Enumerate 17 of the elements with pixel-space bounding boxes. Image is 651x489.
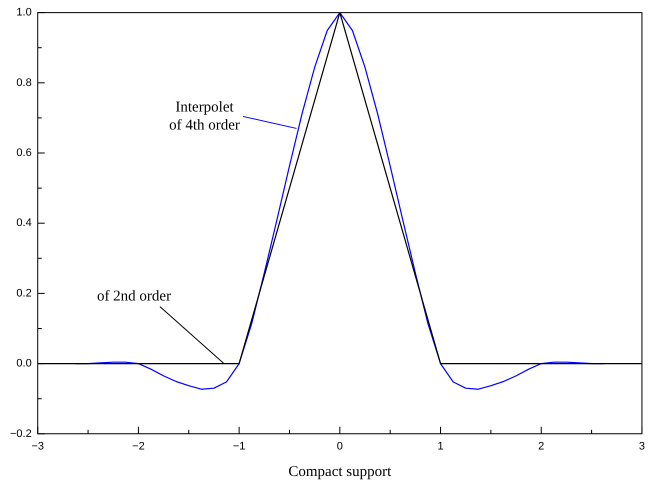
y-tick-label: 0.8 — [16, 76, 32, 89]
annotation: Interpolet of 4th order — [169, 99, 240, 134]
annotation: of 2nd order — [96, 288, 172, 305]
y-tick-label: −0.2 — [10, 428, 32, 440]
x-tick-label: −3 — [31, 440, 44, 452]
x-tick-label: −1 — [232, 440, 246, 452]
y-tick-label: 0.2 — [16, 287, 32, 300]
y-tick-label: 0.0 — [16, 358, 32, 370]
x-tick-label: −2 — [132, 440, 145, 452]
x-axis-title: Compact support — [288, 464, 392, 480]
x-tick-label: 2 — [538, 440, 544, 452]
y-tick-label: 1.0 — [16, 6, 32, 19]
y-tick-label: 0.6 — [16, 147, 32, 160]
x-tick-label: 3 — [638, 440, 646, 452]
x-tick-label: 0 — [336, 440, 343, 452]
x-tick-label: 1 — [437, 440, 444, 452]
y-tick-label: 0.4 — [16, 217, 32, 230]
